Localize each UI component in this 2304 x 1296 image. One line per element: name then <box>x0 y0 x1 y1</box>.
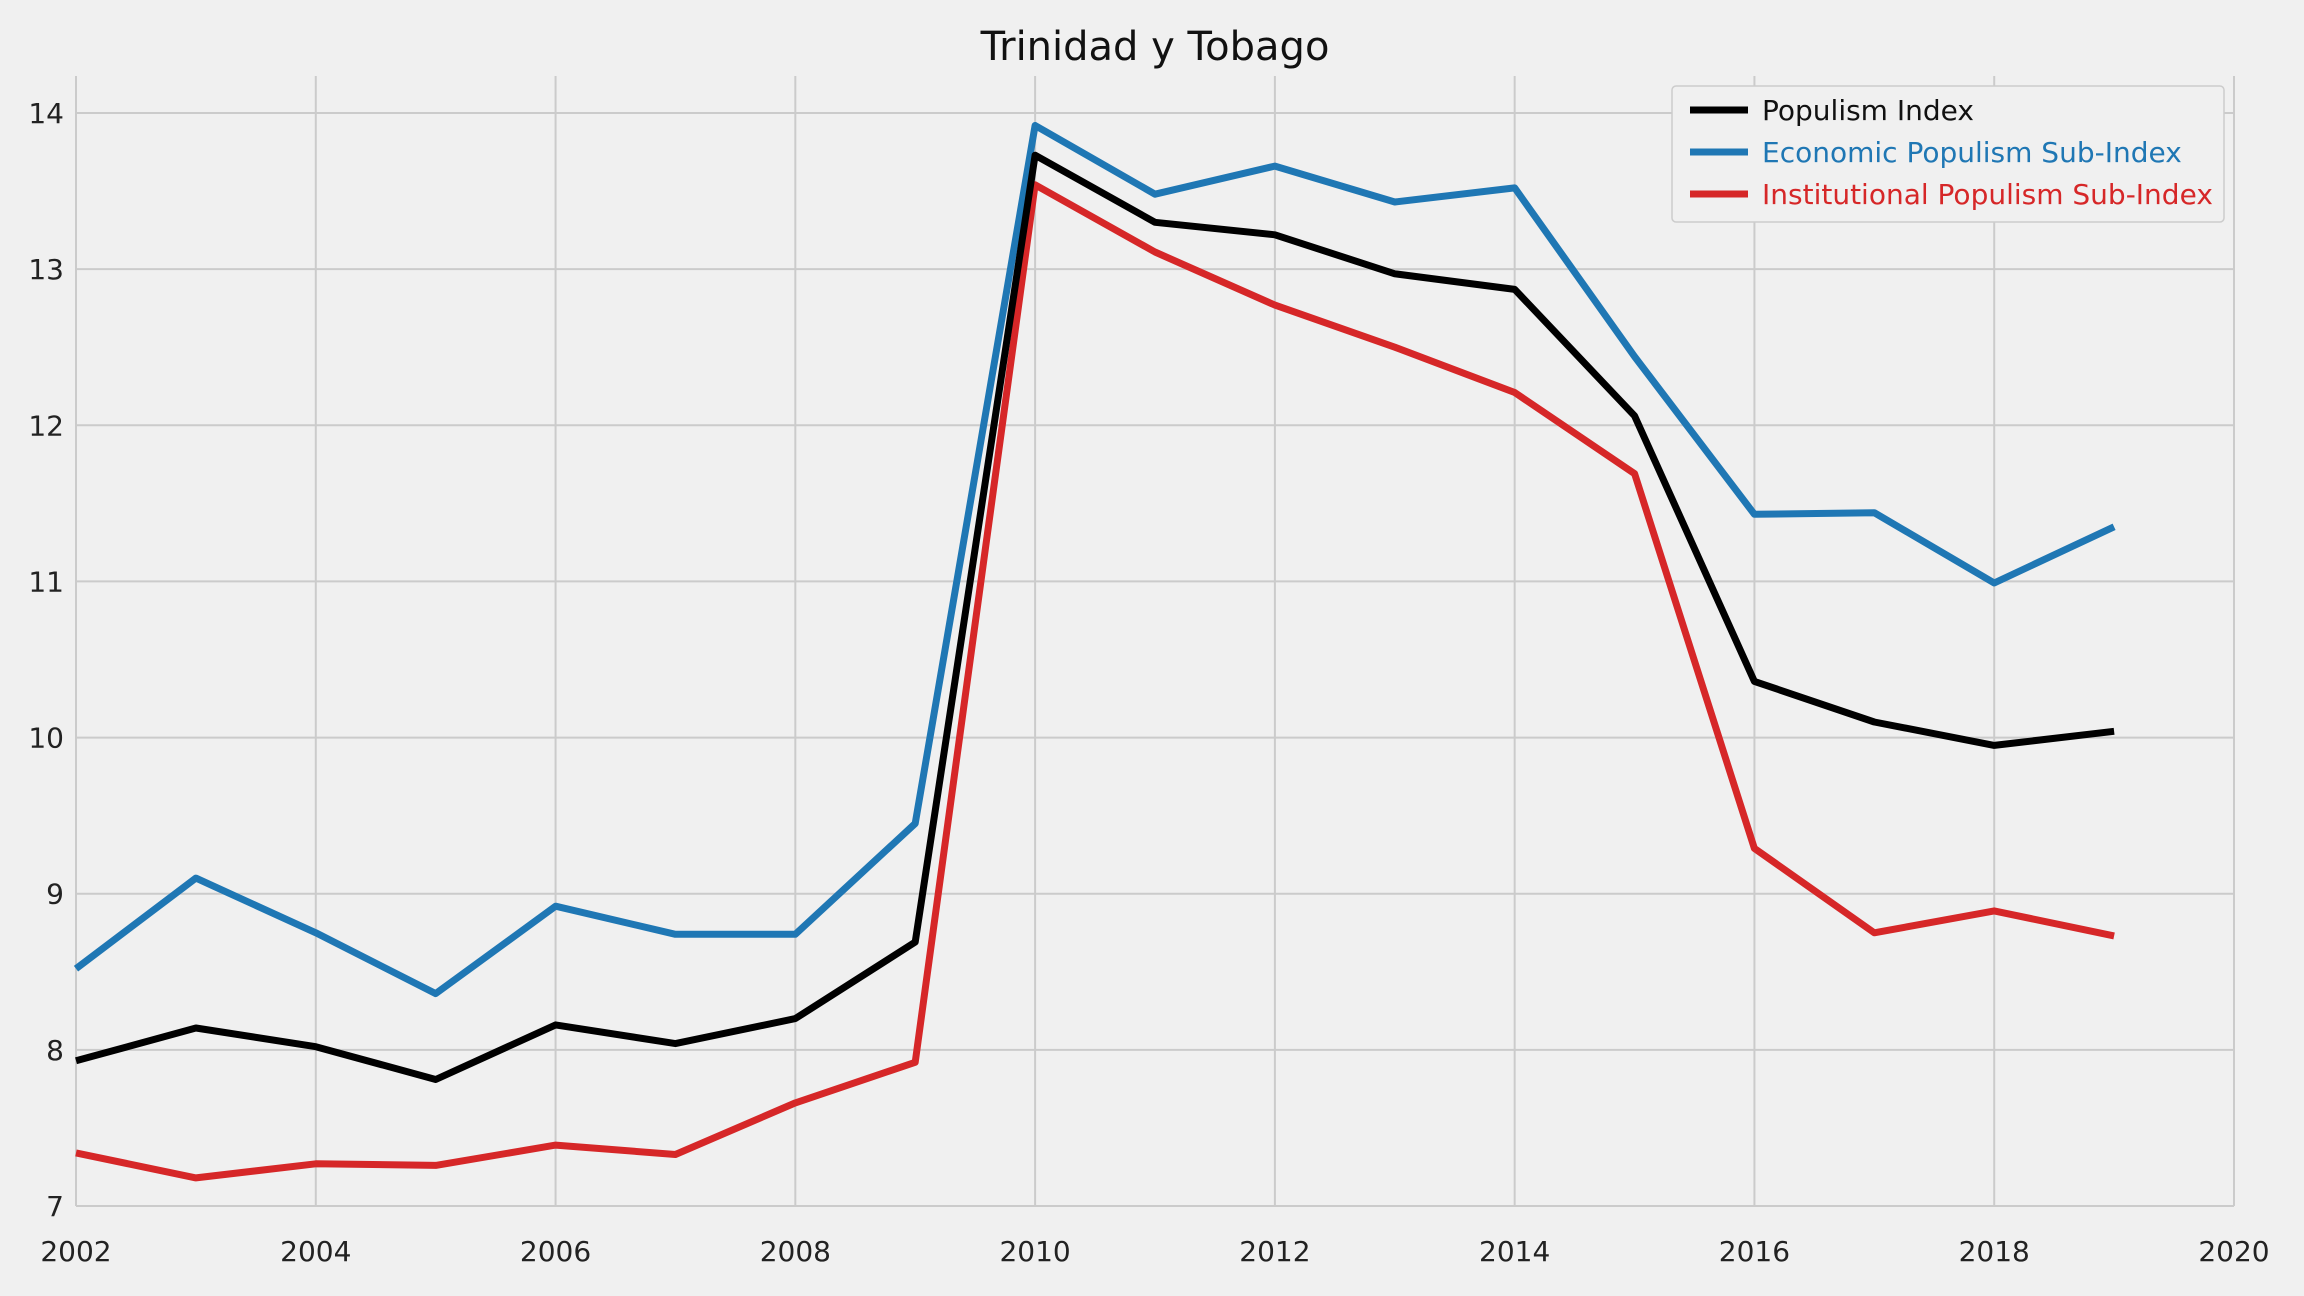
tick-labels: 2002 2004 2006 2008 2010 2012 2014 2016 2018 2020… <box>28 97 2269 1268</box>
legend-label-0: Populism Index <box>1762 94 1974 127</box>
legend: Populism Index Economic Populism Sub-Inde… <box>1671 85 2225 223</box>
y-tick-label: 9 <box>46 878 64 911</box>
series-line-2 <box>75 181 2115 1182</box>
x-tick-label: 2006 <box>520 1235 591 1268</box>
legend-box <box>1671 85 2225 223</box>
y-tick-label: 11 <box>28 565 64 598</box>
x-tick-label: 2018 <box>1959 1235 2030 1268</box>
x-tick-label: 2004 <box>280 1235 351 1268</box>
y-tick-label: 14 <box>28 97 64 130</box>
series-line-0 <box>75 151 2115 1083</box>
series-lines <box>73 122 2116 1182</box>
y-tick-label: 8 <box>46 1034 64 1067</box>
chart-title: Trinidad y Tobago <box>980 24 1330 70</box>
x-tick-label: 2020 <box>2198 1235 2269 1268</box>
legend-label-2: Institutional Populism Sub-Index <box>1762 178 2213 211</box>
grid-lines <box>75 76 2235 1207</box>
x-tick-label: 2008 <box>760 1235 831 1268</box>
series-line-1 <box>73 122 2116 998</box>
x-tick-label: 2014 <box>1479 1235 1550 1268</box>
x-tick-label: 2010 <box>999 1235 1070 1268</box>
y-tick-label: 13 <box>28 253 64 286</box>
x-tick-label: 2002 <box>40 1235 111 1268</box>
y-tick-label: 7 <box>46 1190 64 1223</box>
x-tick-label: 2016 <box>1719 1235 1790 1268</box>
legend-label-1: Economic Populism Sub-Index <box>1762 136 2182 169</box>
y-tick-label: 12 <box>28 409 64 442</box>
y-tick-label: 10 <box>28 722 64 755</box>
x-tick-label: 2012 <box>1239 1235 1310 1268</box>
